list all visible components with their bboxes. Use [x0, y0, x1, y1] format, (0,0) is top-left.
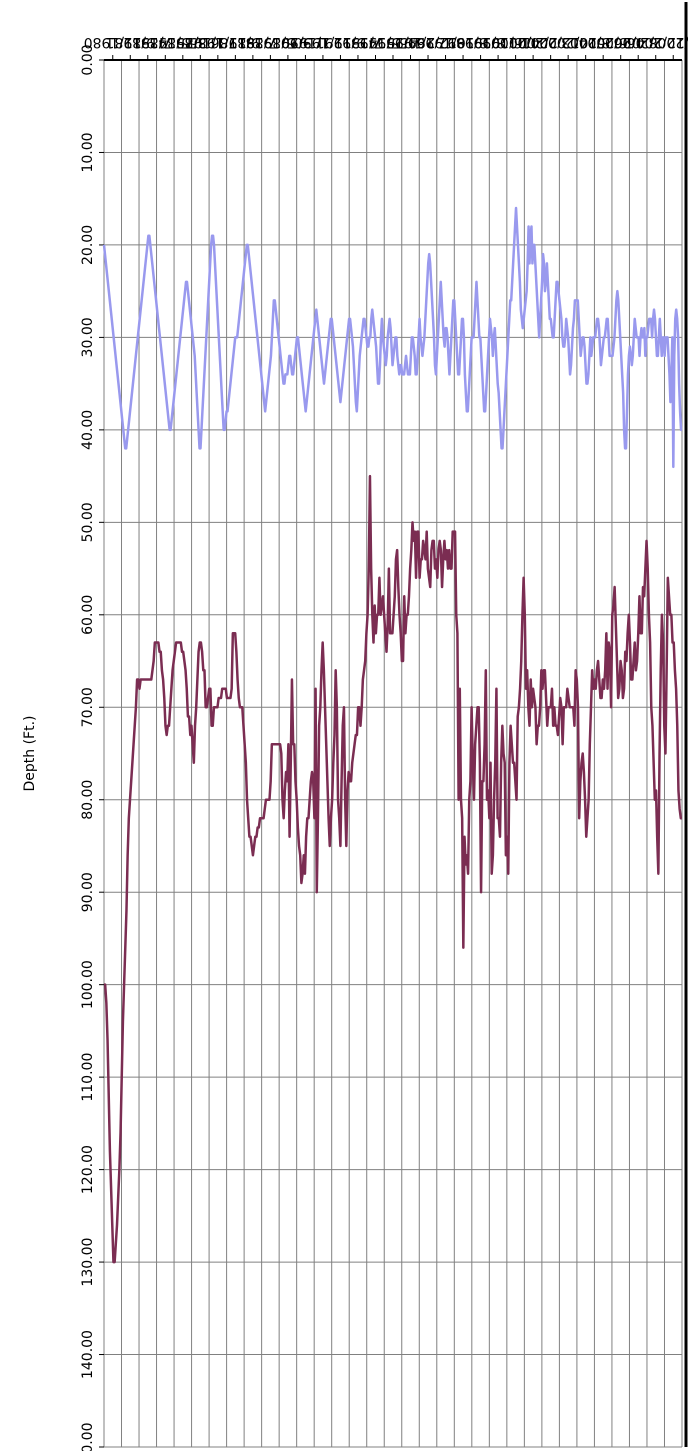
x-tick-label: 2/2006 — [613, 34, 662, 50]
y-tick-label: 60.00 — [80, 595, 96, 635]
x-tick-label: 6/1999 — [473, 34, 522, 50]
y-tick-label: 110.00 — [80, 1053, 96, 1102]
y-tick-label: 20.00 — [80, 225, 96, 265]
x-tick-label: 5/1988 — [246, 34, 295, 50]
x-tick-label: 7/1987 — [228, 34, 277, 50]
x-tick-label: 4/1994 — [368, 34, 417, 50]
x-tick-label: 1/1985 — [176, 34, 225, 50]
x-tick-label: 3/1989 — [263, 34, 312, 50]
x-tick-label: 9/1981 — [106, 34, 155, 50]
x-tick-label: 6/2004 — [578, 34, 627, 50]
y-tick-label: 70.00 — [80, 687, 96, 727]
x-tick-label: 5/1993 — [351, 34, 400, 50]
x-tick-label: 10/2002 — [539, 34, 597, 50]
x-tick-label: 11/1990 — [294, 34, 352, 50]
x-tick-label: 9/1986 — [211, 34, 260, 50]
y-tick-label: 80.00 — [80, 780, 96, 820]
x-tick-label: 8/1998 — [456, 34, 505, 50]
x-tick-label: 4/2005 — [596, 34, 645, 50]
x-tick-label: 8/1997 — [438, 34, 487, 50]
y-tick-label: 140.00 — [80, 1330, 96, 1379]
x-tick-label: 2/2008 — [649, 34, 688, 50]
x-tick-label: 9/1991 — [316, 34, 365, 50]
y-tick-label: 10.00 — [80, 132, 96, 172]
x-tick-label: 4/2000 — [491, 34, 540, 50]
x-tick-label: 1/1990 — [281, 34, 330, 50]
x-tick-label: 12/2006 — [627, 34, 685, 50]
y-tick-label: 130.00 — [80, 1238, 96, 1287]
x-tick-label: 5/1983 — [141, 34, 190, 50]
plot-area — [104, 60, 682, 1447]
x-tick-label: 7/1982 — [123, 34, 172, 50]
y-axis-title: Depth (Ft.) — [22, 715, 38, 791]
x-tick-label: 7/1992 — [333, 34, 382, 50]
x-tick-label: 11/1985 — [189, 34, 247, 50]
depth-series-1-line — [103, 474, 683, 1264]
y-tick-label: 40.00 — [80, 410, 96, 450]
depth-series-2-line — [102, 206, 683, 469]
x-tick-label: 12/2001 — [522, 34, 580, 50]
x-tick-label: 2/2001 — [508, 34, 557, 50]
y-tick-label: 120.00 — [80, 1145, 96, 1194]
x-tick-label: 11/1980 — [84, 34, 142, 50]
y-tick-label: 150.00 — [80, 1423, 96, 1452]
y-tick-label: 90.00 — [80, 872, 96, 912]
y-tick-label: 100.00 — [80, 960, 96, 1009]
y-tick-label: 30.00 — [80, 317, 96, 357]
x-tick-label: 2/1995 — [386, 34, 435, 50]
x-tick-label: 8/2003 — [561, 34, 610, 50]
y-tick-label: 50.00 — [80, 502, 96, 542]
x-tick-label: 10/1996 — [416, 34, 474, 50]
x-tick-label: 12/1995 — [399, 34, 457, 50]
x-tick-label: 3/1984 — [158, 34, 207, 50]
y-tick-label: 0.00 — [80, 44, 96, 75]
